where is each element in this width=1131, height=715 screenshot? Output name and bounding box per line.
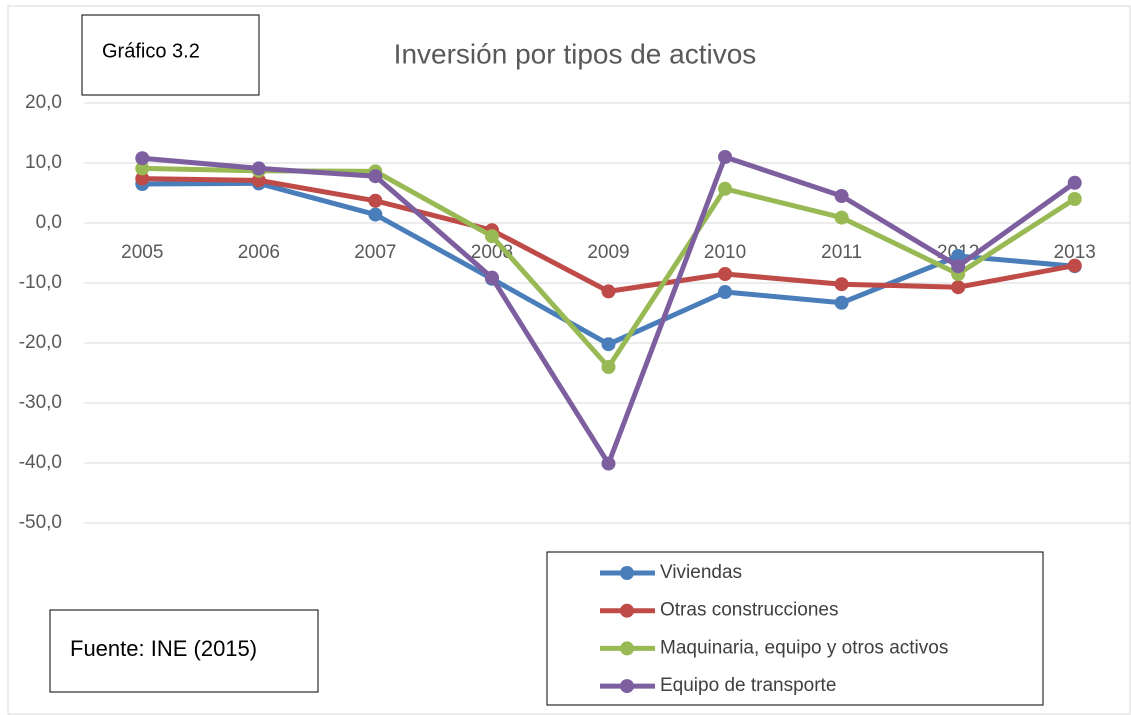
x-tick-label: 2007 (354, 242, 396, 263)
y-tick-label: -30,0 (19, 392, 62, 413)
source-box (49, 609, 319, 693)
point (834, 277, 849, 292)
point (368, 193, 383, 208)
x-tick-label: 2011 (821, 242, 862, 263)
legend-marker (620, 641, 634, 656)
point (601, 456, 616, 471)
point (601, 284, 616, 299)
point (368, 169, 383, 184)
point (718, 181, 733, 196)
chart-border (7, 5, 1131, 715)
x-tick-label: 2010 (704, 242, 746, 263)
point (135, 171, 150, 186)
y-tick-label: 10,0 (25, 152, 62, 173)
y-tick-label: -10,0 (19, 272, 62, 293)
point (718, 267, 733, 281)
legend-label: Equipo de transporte (660, 675, 836, 696)
point (1067, 175, 1082, 190)
point (484, 270, 499, 285)
point (135, 151, 150, 166)
point (834, 210, 849, 225)
series-line (142, 176, 1076, 294)
legend-label: Maquinaria, equipo y otros activos (660, 637, 948, 658)
x-tick-label: 2006 (238, 242, 280, 263)
point (135, 161, 150, 176)
point (718, 150, 733, 164)
point (718, 285, 733, 299)
point (1067, 192, 1082, 206)
point (484, 229, 499, 244)
point (601, 337, 616, 352)
point (951, 249, 966, 263)
point (368, 207, 383, 222)
y-tick-label: -40,0 (19, 452, 62, 473)
x-tick-label: 2005 (121, 242, 163, 263)
label-box (81, 14, 260, 96)
legend-marker (620, 566, 634, 580)
point (951, 259, 966, 274)
point (834, 295, 849, 310)
legend-label: Viviendas (660, 562, 742, 583)
legend-marker (620, 679, 634, 694)
point (251, 173, 266, 188)
legend-marker (620, 603, 634, 618)
source: Fuente: INE (2015) (70, 636, 257, 661)
y-tick-label: -50,0 (19, 512, 62, 533)
point (251, 161, 266, 176)
chart-label: Gráfico 3.2 (102, 40, 200, 62)
point (834, 189, 849, 203)
y-tick-label: 20,0 (25, 92, 62, 113)
y-tick-label: -20,0 (19, 332, 62, 353)
series-line (142, 154, 1077, 467)
x-tick-label: 2013 (1054, 242, 1096, 263)
point (1067, 258, 1082, 273)
point (601, 360, 616, 374)
x-tick-label: 2009 (587, 242, 629, 263)
legend-label: Otras construcciones (660, 600, 838, 621)
y-tick-label: 0,0 (36, 212, 62, 233)
chart-title: Inversión por tipos de activos (394, 38, 757, 69)
point (951, 280, 966, 295)
